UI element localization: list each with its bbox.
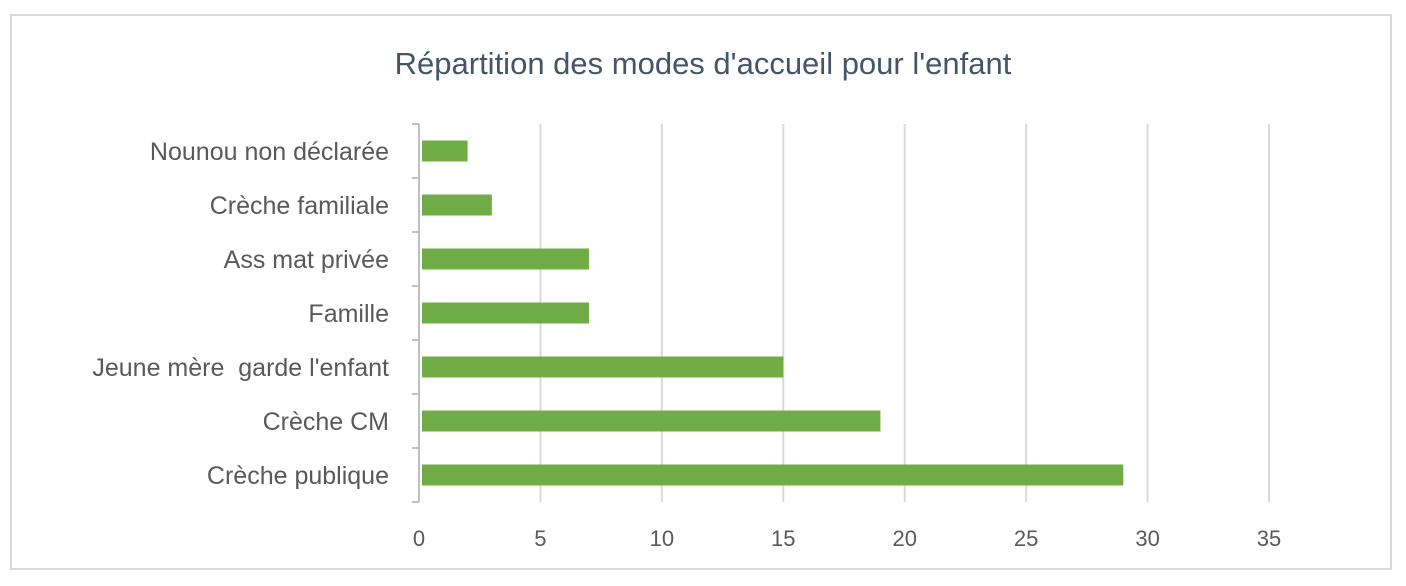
category-label: Crèche publique: [207, 462, 389, 490]
bars: [422, 140, 1124, 486]
bar: [422, 194, 492, 216]
category-label: Ass mat privée: [224, 246, 389, 274]
bar: [422, 464, 1124, 486]
category-labels: Nounou non déclarée Crèche familiale Ass m…: [92, 138, 389, 490]
bar: [422, 140, 468, 162]
category-label: Famille: [308, 300, 389, 328]
x-tick-label: 25: [1014, 526, 1038, 551]
bar: [422, 302, 589, 324]
category-label: Crèche CM: [263, 408, 389, 436]
category-label: Nounou non déclarée: [150, 138, 389, 166]
x-tick-label: 10: [650, 526, 674, 551]
chart-title: Répartition des modes d'accueil pour l'e…: [394, 46, 1012, 81]
x-tick-label: 20: [892, 526, 916, 551]
category-axis: [412, 123, 420, 503]
bar: [422, 410, 881, 432]
category-label: Crèche familiale: [210, 192, 389, 220]
x-tick-label: 30: [1135, 526, 1159, 551]
bar: [422, 248, 589, 270]
x-tick-label: 15: [771, 526, 795, 551]
x-tick-label: 35: [1257, 526, 1281, 551]
value-axis-ticks: 0 5 10 15 20 25 30 35: [413, 526, 1281, 551]
bar: [422, 356, 784, 378]
x-tick-label: 0: [413, 526, 425, 551]
x-tick-label: 5: [534, 526, 546, 551]
category-label: Jeune mère garde l'enfant: [92, 354, 389, 382]
gridlines: [539, 124, 1270, 502]
